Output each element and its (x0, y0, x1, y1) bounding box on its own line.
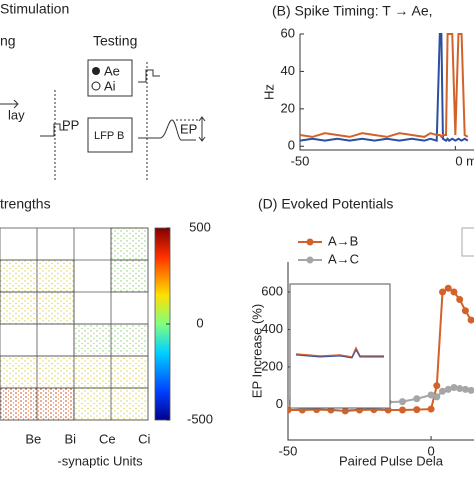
point (439, 288, 447, 296)
y-tick-label: 20 (281, 100, 295, 115)
panel-c-title: trengths (0, 196, 51, 212)
point (456, 384, 464, 392)
x-tick-label: 0 (427, 443, 434, 458)
ep-label: EP (180, 121, 197, 136)
pulse (138, 69, 160, 83)
point (398, 398, 406, 406)
inset-zoom-lines (289, 407, 391, 411)
point (439, 387, 447, 395)
point (427, 391, 435, 399)
matrix-xlabel: -synaptic Units (57, 453, 143, 468)
legend-label: A→C (328, 251, 359, 266)
delay-label: lay (8, 107, 25, 122)
point (461, 307, 469, 315)
axes (287, 262, 474, 441)
y-tick-label: 0 (276, 396, 283, 411)
lfp-label: LFP B (94, 130, 124, 142)
pp-label: PP (62, 117, 79, 132)
legend-label: A→B (328, 233, 358, 248)
series-line (300, 33, 469, 139)
electrode-box (87, 59, 133, 97)
point (444, 284, 452, 292)
inset-box (289, 283, 391, 409)
point (398, 406, 406, 414)
colorbar-tick-label: -500 (187, 411, 213, 426)
y-tick-label: 0 (288, 138, 295, 153)
ai-marker (91, 81, 101, 91)
pp-pulse (40, 123, 68, 137)
y-tick-label: 40 (281, 63, 295, 78)
x-tick-label: 0 m (455, 153, 474, 168)
point (467, 316, 474, 324)
matrix (0, 227, 149, 421)
point (467, 386, 474, 394)
delay-arrow (0, 99, 19, 109)
point (427, 405, 435, 413)
axes (299, 34, 474, 151)
chart-title: (D) Evoked Potentials (258, 196, 393, 212)
y-tick-label: 60 (281, 25, 295, 40)
point (444, 385, 452, 393)
point (450, 288, 458, 296)
ai-label: Ai (104, 78, 116, 93)
column-label: Be (25, 431, 41, 446)
y-tick-label: 200 (261, 358, 283, 373)
y-tick-label: 600 (261, 283, 283, 298)
ep-trace (138, 119, 196, 141)
y-axis-label: Hz (261, 84, 276, 100)
point (413, 406, 421, 414)
point (456, 295, 464, 303)
legend-marker (306, 238, 314, 246)
point (433, 382, 441, 390)
column-label: Ce (99, 431, 116, 446)
ae-label: Ae (104, 63, 120, 78)
x-axis-label: Paired Pulse Dela (339, 453, 444, 468)
testing-label: Testing (93, 33, 137, 49)
chart-title: (B) Spike Timing: T → Ae, (272, 3, 433, 19)
y-tick-label: 400 (261, 321, 283, 336)
point (413, 395, 421, 403)
panel-a-title: Stimulation (0, 1, 69, 17)
series-line (300, 33, 469, 142)
inset-trace (295, 348, 384, 359)
y-axis-label: EP Increase (%) (249, 304, 264, 398)
training-label: ng (0, 33, 16, 49)
point (433, 393, 441, 401)
x-tick-label: -50 (291, 153, 310, 168)
x-tick-label: -50 (279, 443, 298, 458)
point (341, 407, 349, 415)
legend-box-edge (461, 227, 474, 257)
column-label: Ci (138, 431, 150, 446)
colorbar-tick-label: 0 (196, 315, 203, 330)
ep-arrow (198, 116, 206, 142)
column-label: Bi (65, 431, 77, 446)
ae-marker (92, 67, 100, 75)
point (450, 384, 458, 392)
legend-marker (306, 256, 314, 264)
colorbar-tick-label: 500 (189, 219, 211, 234)
lfp-box (87, 117, 133, 153)
point (461, 385, 469, 393)
